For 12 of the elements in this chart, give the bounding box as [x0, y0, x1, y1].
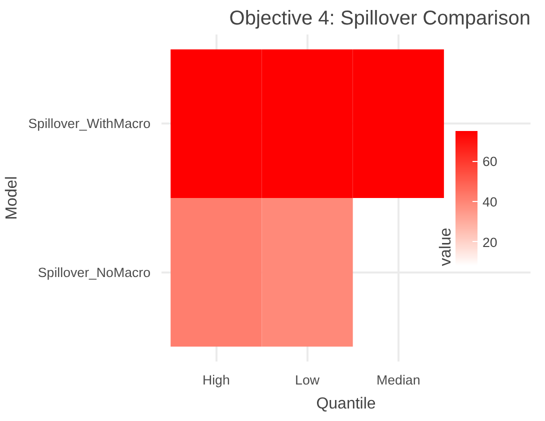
color-bar-label: 60 [482, 154, 498, 170]
legend-title: value [438, 228, 454, 266]
y-tick-label: Spillover_NoMacro [38, 264, 150, 280]
x-axis-title: Quantile [316, 396, 376, 412]
color-bar-label: 20 [482, 234, 498, 250]
x-tick-label: High [202, 372, 230, 388]
chart-title: Objective 4: Spillover Comparison [229, 8, 531, 30]
x-tick-label: Low [295, 372, 320, 388]
x-tick-label: Median [376, 372, 420, 388]
y-axis-title: Model [3, 176, 20, 220]
y-tick-label: Spillover_WithMacro [28, 116, 151, 132]
color-bar-label: 40 [482, 194, 498, 210]
